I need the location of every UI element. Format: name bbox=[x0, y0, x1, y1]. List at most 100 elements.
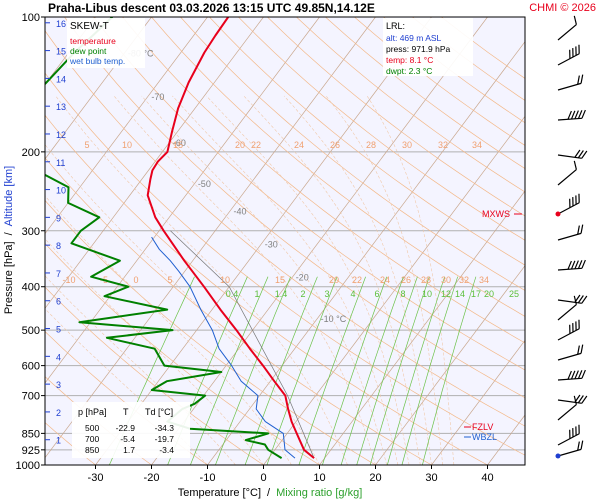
dry-adiabat bbox=[45, 286, 264, 465]
mixing-ratio-line bbox=[386, 276, 446, 465]
lrl-altitude: alt: 469 m ASL bbox=[386, 33, 442, 43]
y-tick-label: 400 bbox=[22, 282, 40, 294]
x-tick-label: -10 bbox=[200, 472, 216, 484]
x-tick-label: 20 bbox=[369, 472, 381, 484]
altitude-tick-label: 3 bbox=[56, 380, 61, 390]
wind-barb bbox=[557, 44, 580, 66]
y-tick-label: 100 bbox=[22, 12, 40, 24]
moist-adiabat bbox=[55, 95, 348, 465]
altitude-tick-label: 12 bbox=[56, 130, 66, 140]
adiabat-label: 24 bbox=[380, 275, 390, 285]
fzlv-label: FZLV bbox=[472, 422, 493, 432]
isotherm-line bbox=[544, 17, 600, 465]
adiabat-label: -10 bbox=[62, 275, 75, 285]
adiabat-label: 30 bbox=[441, 275, 451, 285]
mixing-ratio-line bbox=[356, 276, 418, 465]
adiabat-label: 15 bbox=[173, 140, 183, 150]
adiabat-label: 34 bbox=[472, 140, 482, 150]
mxws-label: MXWS bbox=[482, 209, 510, 219]
moist-adiabat bbox=[113, 95, 376, 465]
mxws-barb-marker bbox=[555, 211, 561, 217]
wind-barb bbox=[557, 394, 588, 404]
moist-adiabat bbox=[45, 195, 292, 465]
wind-barb bbox=[557, 149, 588, 159]
adiabat-label: 32 bbox=[438, 140, 448, 150]
wind-barb bbox=[557, 295, 577, 321]
legend-title: SKEW-T bbox=[70, 21, 109, 32]
mixing-ratio-label: 14 bbox=[455, 289, 465, 299]
lrl-title: LRL: bbox=[386, 21, 405, 31]
dry-adiabat bbox=[209, 17, 525, 266]
wind-barb bbox=[557, 160, 577, 186]
altitude-tick-label: 16 bbox=[56, 19, 66, 29]
dry-adiabat bbox=[45, 114, 488, 465]
dry-adiabat bbox=[45, 422, 96, 465]
lrl-dewpoint: dwpt: 2.3 °C bbox=[386, 66, 432, 76]
dry-adiabat bbox=[45, 72, 525, 456]
moist-adiabat bbox=[172, 95, 399, 465]
table-header-t: T bbox=[123, 407, 129, 417]
table-cell: -3.4 bbox=[159, 445, 174, 455]
mixing-ratio-label: 4 bbox=[350, 289, 355, 299]
altitude-tick-label: 6 bbox=[56, 297, 61, 307]
dry-adiabat bbox=[45, 243, 320, 465]
adiabat-label: 32 bbox=[459, 275, 469, 285]
altitude-tick-label: 13 bbox=[56, 102, 66, 112]
adiabat-label: 26 bbox=[401, 275, 411, 285]
altitude-ticks: 16 15 14 13 12 11 10 9 8 7 6 5 4 3 2 1 bbox=[45, 19, 66, 446]
moist-adiabat bbox=[283, 95, 432, 465]
x-axis-label-mixing-ratio: Mixing ratio [g/kg] bbox=[276, 487, 362, 499]
mixing-ratio-line bbox=[298, 276, 366, 465]
mixing-ratio-line bbox=[340, 276, 404, 465]
mixing-ratio-label: 6 bbox=[374, 289, 379, 299]
credit-label: CHMI © 2026 bbox=[529, 2, 596, 14]
adiabat-label: 10 bbox=[122, 140, 132, 150]
x-tick-label: 10 bbox=[313, 472, 325, 484]
adiabat-label: 15 bbox=[275, 275, 285, 285]
x-axis-label-separator: / bbox=[267, 487, 271, 499]
mixing-ratio-line bbox=[322, 276, 388, 465]
lrl-pressure: press: 971.9 hPa bbox=[386, 44, 451, 54]
adiabat-label: 22 bbox=[251, 140, 261, 150]
adiabat-label: 0 bbox=[133, 275, 138, 285]
parcel-path bbox=[170, 230, 315, 459]
mixing-ratio-label: 3 bbox=[324, 289, 329, 299]
y-axis-label-pressure: Pressure [hPa] bbox=[3, 241, 15, 314]
series-line-temperature bbox=[146, 17, 315, 459]
table-cell: 1.7 bbox=[123, 445, 135, 455]
x-tick-label: 40 bbox=[481, 472, 493, 484]
isotherm-line bbox=[45, 17, 208, 235]
table-cell: -5.4 bbox=[120, 434, 135, 444]
isoline-labels: -80 °C-70-60-50-40-30-20-10 °C0.411.4234… bbox=[62, 48, 519, 324]
x-tick-label: 30 bbox=[425, 472, 437, 484]
isotherm-label: -20 bbox=[296, 273, 309, 283]
legend-box bbox=[67, 18, 145, 68]
mixing-ratio-line bbox=[266, 276, 338, 465]
wbzl-label: WBZL bbox=[472, 432, 497, 442]
wind-barb bbox=[557, 424, 580, 446]
mixing-ratio-label: 10 bbox=[422, 289, 432, 299]
dry-adiabat bbox=[238, 17, 525, 241]
mixing-ratio-line bbox=[422, 276, 477, 465]
altitude-tick-label: 9 bbox=[56, 213, 61, 223]
adiabat-label: 26 bbox=[330, 140, 340, 150]
y-tick-label: 850 bbox=[22, 428, 40, 440]
mixing-ratio-line bbox=[244, 276, 318, 465]
moist-adiabat bbox=[206, 95, 410, 465]
x-axis-ticks: -30 -20 -10 0 10 20 30 40 bbox=[88, 465, 494, 484]
plot-frame bbox=[44, 16, 526, 466]
isotherm-line bbox=[45, 17, 376, 459]
adiabat-label: 22 bbox=[352, 275, 362, 285]
adiabat-label: 30 bbox=[402, 140, 412, 150]
table-cell: -22.9 bbox=[116, 423, 136, 433]
mixing-ratio-line bbox=[215, 276, 291, 465]
wind-barb bbox=[557, 15, 577, 41]
table-header-td: Td [°C] bbox=[145, 407, 173, 417]
dry-adiabat bbox=[122, 17, 525, 344]
y-tick-label: 700 bbox=[22, 391, 40, 403]
altitude-tick-label: 11 bbox=[56, 158, 65, 168]
altitude-tick-label: 5 bbox=[56, 325, 61, 335]
moist-adiabat bbox=[243, 95, 421, 465]
wind-barb bbox=[557, 109, 586, 121]
lrl-temperature: temp: 8.1 °C bbox=[386, 55, 433, 65]
